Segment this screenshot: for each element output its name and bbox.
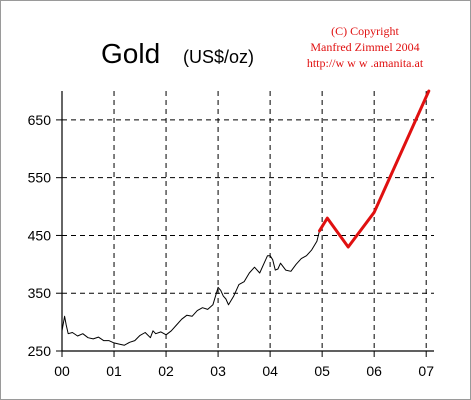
x-tick-label-06: 06 [366,363,382,379]
copyright-line-1: (C) Copyright [331,24,399,38]
y-tick-label-350: 350 [28,285,52,301]
chart-title: Gold [101,38,160,69]
grid-lines [62,91,434,351]
copyright-line-2: Manfred Zimmel 2004 [310,40,419,54]
y-tick-label-250: 250 [28,343,52,359]
x-tick-label-04: 04 [262,363,278,379]
forecast-series-line [318,89,431,249]
y-tick-label-650: 650 [28,112,52,128]
chart-subtitle: (US$/oz) [183,47,254,67]
y-tick-label-550: 550 [28,170,52,186]
series-lines [61,89,431,346]
x-tick-label-03: 03 [210,363,226,379]
copyright-line-3: http://w w w .amanita.at [307,56,424,70]
x-tick-label-02: 02 [158,363,174,379]
x-tick-label-07: 07 [418,363,434,379]
x-tick-label-05: 05 [314,363,330,379]
y-tick-label-450: 450 [28,227,52,243]
x-tick-label-01: 01 [106,363,122,379]
tick-labels: 250 350 450 550 650 00 01 02 03 04 05 06 07 [28,112,435,379]
plot-axes [56,91,434,357]
history-series-line [61,230,320,346]
x-tick-label-00: 00 [54,363,70,379]
